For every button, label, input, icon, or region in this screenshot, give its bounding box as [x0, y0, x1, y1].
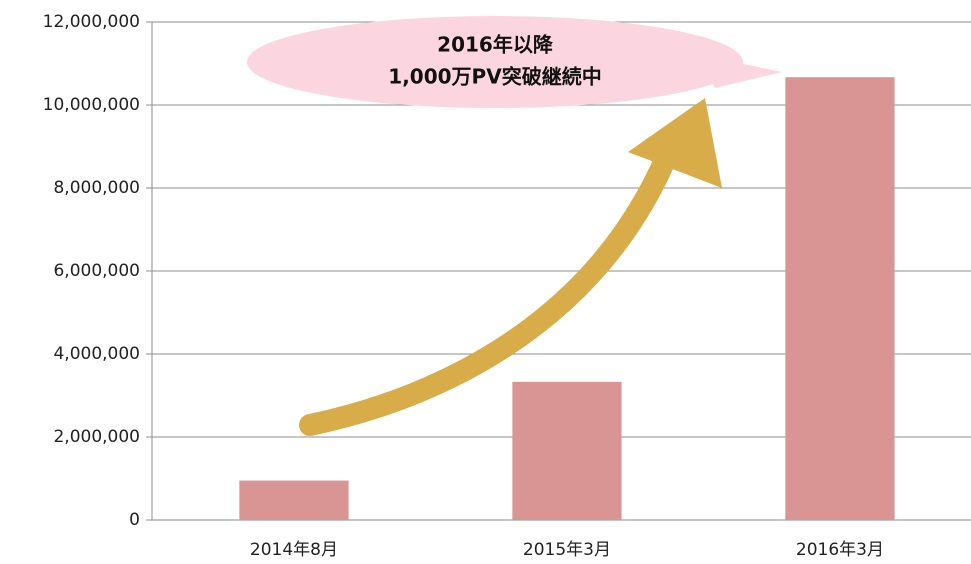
x-tick-label: 2015年3月 [523, 540, 611, 560]
bar [512, 382, 621, 520]
y-tick-label: 10,000,000 [43, 95, 140, 115]
x-tick-label: 2014年8月 [250, 540, 338, 560]
callout-bubble [247, 16, 743, 108]
y-tick-label: 12,000,000 [43, 12, 140, 32]
chart: 0 2,000,000 4,000,000 6,000,000 8,000,000 10,… [0, 0, 971, 564]
callout: 2016年以降 1,000万PV突破継続中 [247, 16, 782, 108]
y-tick-label: 4,000,000 [53, 344, 140, 364]
annotation-line: 1,000万PV突破継続中 [388, 65, 601, 89]
x-tick-label: 2016年3月 [796, 540, 884, 560]
y-tick-label: 0 [129, 510, 140, 530]
y-tick-label: 8,000,000 [53, 178, 140, 198]
annotation-line: 2016年以降 [437, 33, 554, 57]
y-tick-label: 6,000,000 [53, 261, 140, 281]
arrow-head [628, 98, 722, 188]
bar [785, 77, 894, 520]
bar [239, 481, 348, 520]
y-tick-label: 2,000,000 [53, 427, 140, 447]
growth-arrow [310, 98, 722, 425]
